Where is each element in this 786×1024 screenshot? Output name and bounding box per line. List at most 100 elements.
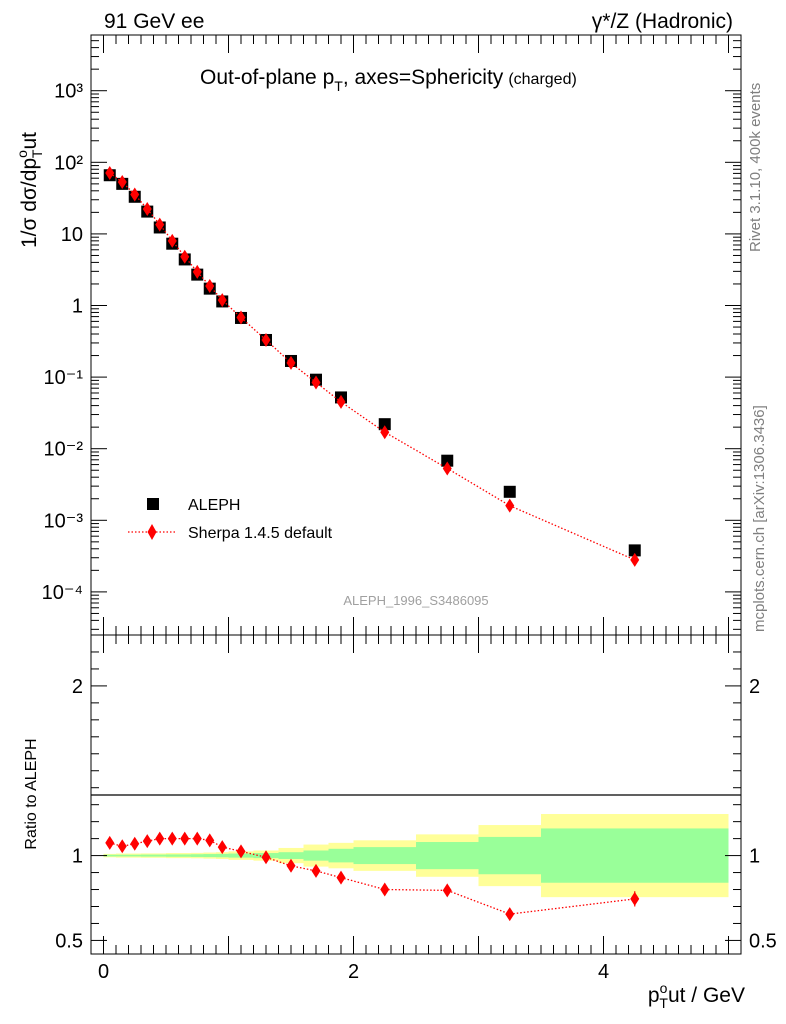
xlabel-post: ut / GeV [668,984,745,1007]
xlabel-pre: p [648,984,660,1007]
ratio-y-label-right: 0.5 [749,930,777,952]
title-main: Out-of-plane p [200,66,334,89]
title-small: (charged) [508,71,576,88]
ratio-point [336,870,346,885]
aleph-point [441,454,454,467]
ratio-point [311,863,321,878]
x-tick-label: 4 [598,961,609,983]
ratio-point [286,858,296,873]
ratio-point [505,907,515,922]
inner-band [328,848,354,863]
main-title: Out-of-plane pT, axes=Sphericity (charged… [200,66,577,94]
inner-band [141,854,154,857]
sherpa-point [336,394,346,409]
x-tick-label: 2 [348,961,359,983]
y-tick-label: 1 [72,296,83,318]
y-tick-label: 10⁻³ [44,510,84,532]
y-tick-label: 10⁻¹ [44,367,84,389]
ratio-y-label-left: 2 [72,676,83,698]
legend-aleph-label: ALEPH [188,497,240,514]
aleph-point [628,544,641,557]
legend: ALEPH Sherpa 1.4.5 default [128,497,333,542]
inner-band [103,854,116,857]
y-tick-label: 10 [61,224,83,246]
inner-band [278,852,304,859]
ratio-point [217,840,227,855]
rivet-label: Rivet 3.1.10, 400k events [747,83,764,252]
y-tick-label: 10³ [54,81,83,103]
ratio-point [261,850,271,865]
sherpa-point [236,310,246,325]
main-data-marks [103,165,641,567]
inner-band [128,854,141,857]
inner-band [353,847,416,865]
sherpa-point [155,217,165,232]
inner-band [303,850,329,861]
sherpa-point [217,293,227,308]
ylabel-pre: 1/σ dσ/dp [18,158,41,248]
xlabel-sup: o [660,980,668,996]
mcplots-label: mcplots.cern.ch [arXiv:1306.3436] [751,405,768,632]
y-tick-label: 10⁻⁴ [42,582,83,604]
aleph-point [378,418,391,431]
main-panel: 1 10 10² 10³ 10⁻⁴ 10⁻³ 10⁻² 10⁻¹ Out-of-plane p… [14,34,742,636]
y-tick-label: 10² [54,152,83,174]
ratio-y-label-left: 1 [72,846,83,868]
header-left: 91 GeV ee [104,10,204,33]
ylabel-sub: T [29,149,45,158]
ratio-point [630,891,640,906]
sherpa-point [311,375,321,390]
ratio-point [192,831,202,846]
ratio-uncertainty-bands [103,814,729,898]
legend-sherpa-marker [147,524,157,540]
ratio-point [142,834,152,849]
inner-band [541,828,729,883]
x-axis-label: po Tut / GeV [648,980,745,1011]
sherpa-point [142,201,152,216]
sherpa-point [205,279,215,294]
ylabel-post: ut [18,132,41,150]
inner-band [178,854,191,857]
ylabel-sup: o [14,150,30,158]
ratio-point [380,882,390,897]
sherpa-point [130,187,140,202]
ratio-point [205,833,215,848]
inner-band [203,854,216,858]
ratio-panel: 0.5 0.5 1 1 2 2 0 2 4 Ratio to ALEPH po Tut / GeV [23,634,777,1011]
title-sub: T [334,78,343,94]
main-frame [90,34,742,636]
main-axis-ticks: 1 10 10² 10³ 10⁻⁴ 10⁻³ 10⁻² 10⁻¹ [42,34,741,635]
ratio-point [130,836,140,851]
inner-band [416,842,479,870]
xlabel-sub: T [659,995,668,1011]
sherpa-point [380,425,390,440]
sherpa-point [105,165,115,180]
watermark: ALEPH_1996_S3486095 [343,593,488,608]
sherpa-point [192,264,202,279]
inner-band [478,836,541,875]
header-right: γ*/Z (Hadronic) [592,10,733,33]
legend-aleph-marker [147,498,159,510]
ratio-y-label-right: 1 [749,846,760,868]
sherpa-point [505,498,515,513]
legend-sherpa-label: Sherpa 1.4.5 default [188,525,333,542]
sherpa-point [630,552,640,567]
main-ylabel: 1/σ dσ/dpoTut [14,132,45,248]
sherpa-point [117,175,127,190]
sherpa-point [180,249,190,264]
ratio-ylabel: Ratio to ALEPH [23,738,40,849]
ratio-axis-ticks: 0.5 0.5 1 1 2 2 0 2 4 [55,635,777,983]
sherpa-point [261,332,271,347]
inner-band [191,854,204,857]
ratio-point [442,883,452,898]
ratio-y-label-left: 0.5 [55,930,83,952]
sherpa-point [286,355,296,370]
y-tick-label: 10⁻² [44,439,84,461]
ratio-y-label-right: 2 [749,676,760,698]
ratio-point [117,839,127,854]
inner-band [153,854,166,857]
sherpa-point [167,233,177,248]
ratio-point [167,831,177,846]
ratio-point [155,831,165,846]
